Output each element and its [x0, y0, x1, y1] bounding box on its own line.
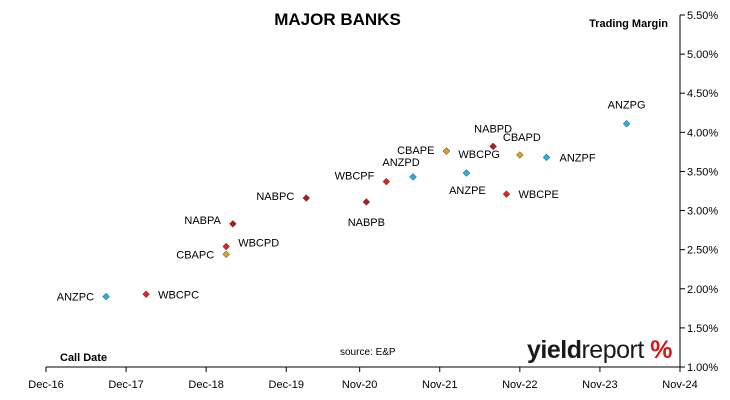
data-point-nabpb	[362, 198, 371, 206]
y-tick-label: 3.50%	[687, 166, 718, 178]
data-point-anzpf	[542, 153, 551, 162]
data-label-cbape: CBAPE	[397, 145, 434, 157]
data-point-cbapc	[222, 250, 230, 259]
y-tick-label: 2.00%	[687, 284, 718, 296]
data-point-anzpd	[409, 173, 417, 181]
data-point-cbapd	[516, 151, 524, 159]
y-tick-label: 1.50%	[687, 323, 718, 335]
chart-title: MAJOR BANKS	[274, 10, 401, 29]
data-label-nabpa: NABPA	[184, 215, 221, 227]
data-label-cbapc: CBAPC	[176, 249, 214, 261]
x-tick-label: Nov-22	[502, 379, 537, 391]
data-point-wbcpf	[382, 177, 391, 186]
data-label-anzpf: ANZPF	[560, 152, 596, 164]
data-label-wbcpd: WBCPD	[238, 238, 279, 250]
y-tick-label: 3.00%	[687, 206, 718, 218]
data-point-nabpc	[302, 194, 311, 202]
x-tick-label: Nov-21	[422, 379, 457, 391]
data-point-cbape	[442, 147, 451, 155]
data-point-anzpe	[462, 169, 471, 177]
data-point-anzpg	[622, 119, 631, 128]
x-tick-label: Nov-20	[342, 379, 377, 391]
data-label-nabpd: NABPD	[474, 123, 512, 135]
y-tick-label: 2.50%	[687, 245, 718, 257]
source-note: source: E&P	[340, 347, 396, 358]
data-point-nabpa	[229, 220, 237, 228]
data-label-nabpb: NABPB	[348, 217, 385, 229]
x-tick-label: Nov-23	[582, 379, 617, 391]
y-tick-label: 5.00%	[687, 49, 718, 61]
data-point-wbcpc	[142, 290, 150, 299]
x-tick-label: Dec-16	[28, 379, 63, 391]
data-label-wbcpf: WBCPF	[335, 171, 375, 183]
y-axis-label: Trading Margin	[589, 18, 668, 30]
data-point-nabpd	[489, 142, 497, 151]
data-label-wbcpc: WBCPC	[158, 289, 199, 301]
data-label-wbcpe: WBCPE	[518, 189, 558, 201]
data-point-wbcpe	[502, 190, 511, 198]
data-label-nabpc: NABPC	[256, 191, 294, 203]
y-tick-label: 5.50%	[687, 10, 718, 22]
y-tick-label: 1.00%	[687, 362, 718, 374]
x-tick-label: Dec-18	[188, 379, 223, 391]
data-label-anzpc: ANZPC	[57, 292, 94, 304]
yieldreport-logo: yieldreport %	[527, 336, 672, 364]
data-label-anzpg: ANZPG	[608, 100, 646, 112]
x-axis-label: Call Date	[60, 352, 108, 364]
data-label-anzpe: ANZPE	[449, 185, 486, 197]
x-tick-label: Dec-17	[108, 379, 143, 391]
data-label-cbapd: CBAPD	[503, 132, 541, 144]
x-tick-label: Nov-24	[662, 379, 697, 391]
data-point-anzpc	[102, 292, 110, 301]
data-label-wbcpg: WBCPG	[458, 149, 500, 161]
y-tick-label: 4.00%	[687, 127, 718, 139]
x-tick-label: Dec-19	[269, 379, 304, 391]
data-label-anzpd: ANZPD	[382, 157, 419, 169]
y-tick-label: 4.50%	[687, 88, 718, 100]
data-point-wbcpd	[222, 242, 230, 251]
